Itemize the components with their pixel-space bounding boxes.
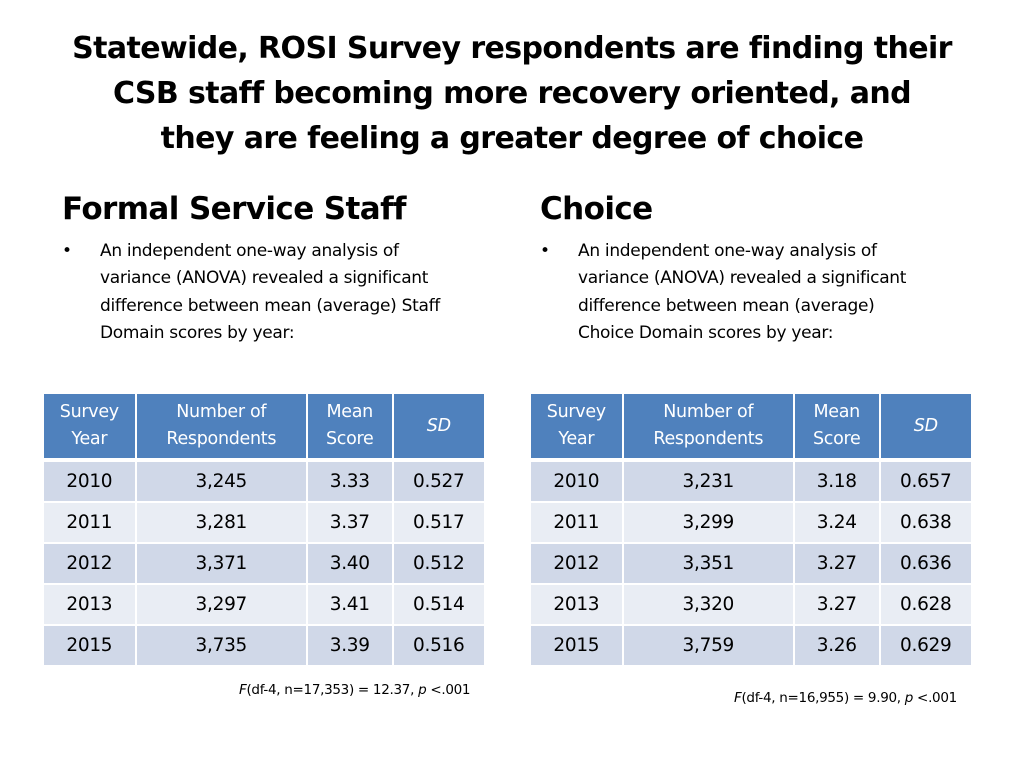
bullet-line: An independent one-way analysis of — [578, 241, 877, 261]
cell-sd: 0.657 — [878, 459, 974, 503]
cell-sd: 0.516 — [391, 624, 487, 667]
bullet-line: variance (ANOVA) revealed a significant — [100, 268, 429, 289]
cell-mean: 3.33 — [305, 459, 394, 503]
cell-respondents: 3,299 — [621, 501, 795, 544]
table-row: 2012 3,351 3.27 0.636 — [529, 542, 974, 585]
cell-respondents: 3,759 — [621, 624, 795, 667]
staff-scores-table: Survey Year Number of Respondents Mean Scor… — [42, 392, 487, 667]
bullet-line: difference between mean (average) Staff — [100, 295, 440, 316]
table-row: 2012 3,371 3.40 0.512 — [42, 542, 487, 585]
cell-respondents: 3,735 — [134, 624, 308, 667]
cell-mean: 3.27 — [792, 542, 881, 585]
cell-respondents: 3,371 — [134, 542, 308, 585]
column-header-survey-year: Survey Year — [529, 392, 624, 462]
table-row: 2011 3,281 3.37 0.517 — [42, 501, 487, 544]
bullet-item: • An independent one-way analysis of var… — [540, 238, 970, 347]
column-header-mean-score: Mean Score — [305, 392, 394, 462]
cell-respondents: 3,231 — [621, 459, 795, 503]
cell-mean: 3.27 — [792, 583, 881, 626]
cell-year: 2012 — [42, 542, 137, 585]
bullet-line: Choice Domain scores by year: — [578, 322, 834, 343]
column-header-number-of-respondents: Number of Respondents — [621, 392, 795, 462]
column-header-sd: SD — [878, 392, 974, 462]
cell-year: 2015 — [529, 624, 624, 667]
slide-title: Statewide, ROSI Survey respondents are f… — [40, 26, 984, 161]
section-heading: Choice — [540, 191, 653, 227]
title-line: Statewide, ROSI Survey respondents are f… — [72, 31, 952, 66]
table-row: 2015 3,735 3.39 0.516 — [42, 624, 487, 667]
bullet-line: difference between mean (average) — [578, 295, 875, 316]
table-row: 2010 3,231 3.18 0.657 — [529, 459, 974, 503]
choice-anova-result: F(df-4, n=16,955) = 9.90, p <.001 — [734, 690, 957, 706]
choice-scores-table: Survey Year Number of Respondents Mean Scor… — [529, 392, 974, 667]
cell-year: 2011 — [42, 501, 137, 544]
table-row: 2010 3,245 3.33 0.527 — [42, 459, 487, 503]
section-choice: Choice • An independent one-way analysis… — [540, 188, 970, 347]
bullet-item: • An independent one-way analysis of var… — [62, 238, 492, 347]
cell-sd: 0.636 — [878, 542, 974, 585]
column-header-mean-score: Mean Score — [792, 392, 881, 462]
table-row: 2013 3,297 3.41 0.514 — [42, 583, 487, 626]
cell-year: 2010 — [529, 459, 624, 503]
table-header-row: Survey Year Number of Respondents Mean Scor… — [529, 392, 974, 462]
table-header-row: Survey Year Number of Respondents Mean Scor… — [42, 392, 487, 462]
cell-sd: 0.629 — [878, 624, 974, 667]
cell-sd: 0.527 — [391, 459, 487, 503]
title-line: they are feeling a greater degree of cho… — [160, 121, 864, 156]
cell-sd: 0.512 — [391, 542, 487, 585]
cell-year: 2013 — [529, 583, 624, 626]
bullet-dot-icon: • — [540, 241, 550, 261]
table-row: 2013 3,320 3.27 0.628 — [529, 583, 974, 626]
table-row: 2015 3,759 3.26 0.629 — [529, 624, 974, 667]
cell-mean: 3.18 — [792, 459, 881, 503]
bullet-dot-icon: • — [62, 241, 72, 261]
section-heading: Formal Service Staff — [62, 191, 406, 227]
column-header-survey-year: Survey Year — [42, 392, 137, 462]
cell-sd: 0.638 — [878, 501, 974, 544]
cell-mean: 3.41 — [305, 583, 394, 626]
cell-year: 2012 — [529, 542, 624, 585]
cell-sd: 0.517 — [391, 501, 487, 544]
bullet-line: An independent one-way analysis of — [100, 241, 399, 261]
cell-respondents: 3,297 — [134, 583, 308, 626]
cell-year: 2015 — [42, 624, 137, 667]
cell-mean: 3.26 — [792, 624, 881, 667]
cell-mean: 3.40 — [305, 542, 394, 585]
cell-mean: 3.39 — [305, 624, 394, 667]
table-row: 2011 3,299 3.24 0.638 — [529, 501, 974, 544]
title-line: CSB staff becoming more recovery oriente… — [112, 76, 912, 111]
column-header-number-of-respondents: Number of Respondents — [134, 392, 308, 462]
cell-year: 2010 — [42, 459, 137, 503]
column-header-sd: SD — [391, 392, 487, 462]
cell-sd: 0.514 — [391, 583, 487, 626]
staff-anova-result: F(df-4, n=17,353) = 12.37, p <.001 — [239, 682, 471, 698]
cell-respondents: 3,351 — [621, 542, 795, 585]
cell-sd: 0.628 — [878, 583, 974, 626]
cell-respondents: 3,320 — [621, 583, 795, 626]
cell-respondents: 3,281 — [134, 501, 308, 544]
bullet-line: Domain scores by year: — [100, 322, 295, 343]
cell-mean: 3.24 — [792, 501, 881, 544]
cell-mean: 3.37 — [305, 501, 394, 544]
cell-respondents: 3,245 — [134, 459, 308, 503]
cell-year: 2013 — [42, 583, 137, 626]
section-formal-service-staff: Formal Service Staff • An independent on… — [62, 188, 492, 347]
bullet-line: variance (ANOVA) revealed a significant — [578, 268, 907, 289]
cell-year: 2011 — [529, 501, 624, 544]
